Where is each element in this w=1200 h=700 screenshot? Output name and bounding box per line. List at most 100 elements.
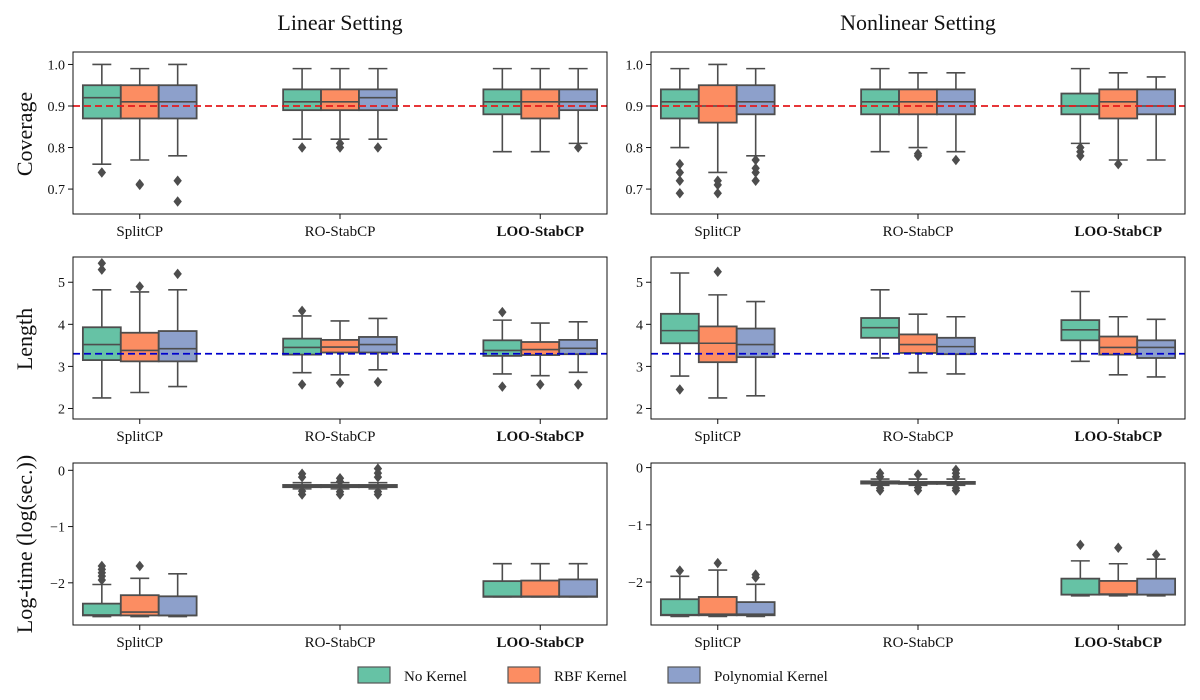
box-no-kernel-loo-stabcp [1060,67,1101,162]
x-tick-label-loo-stabcp: LOO-StabCP [1074,224,1162,240]
box-rbf-kernel-ro-stabcp [898,71,938,162]
outlier-point [675,167,685,178]
y-tick-label: 0.7 [48,183,66,198]
outlier-point [373,471,383,483]
box-no-kernel-splitcp [659,67,700,199]
outlier-point [875,485,885,496]
outlier-point [498,306,507,318]
box-body [735,84,776,116]
x-tick-label-ro-stabcp: RO-StabCP [883,429,954,445]
box-body [1060,92,1101,116]
x-tick-label-ro-stabcp: RO-StabCP [305,429,376,445]
y-tick-label: 4 [58,318,65,333]
legend-label-polynomial-kernel: Polynomial Kernel [714,669,828,685]
box-polynomial-kernel-splitcp [157,268,198,388]
x-tick-label-ro-stabcp: RO-StabCP [305,224,376,240]
outlier-point [573,379,583,390]
box-rbf-kernel-loo-stabcp [1098,315,1139,376]
box-rbf-kernel-splitcp [697,557,738,618]
box-polynomial-kernel-ro-stabcp [358,67,398,153]
box-body [659,312,700,345]
outlier-point [675,565,685,576]
outlier-point [573,142,583,153]
outlier-point [675,384,685,395]
box-body [697,84,738,124]
box-body [659,598,700,617]
x-tick-label-splitcp: SplitCP [694,224,741,240]
panel-linear-setting-log-time-log-sec: −2 −1 0 SplitCP RO-StabCP LOO-StabCP [50,462,608,651]
outlier-point [913,148,923,160]
box-body [157,330,198,363]
y-tick-label: 1.0 [48,58,66,73]
x-tick-label-loo-stabcp: LOO-StabCP [1074,429,1162,445]
box-no-kernel-ro-stabcp [282,305,322,390]
outlier-point [498,381,507,392]
y-tick-label: −2 [628,576,643,591]
outlier-point [97,167,107,178]
box-rbf-kernel-ro-stabcp [320,472,360,500]
outlier-point [335,138,345,149]
box-body [735,601,776,617]
row-label-length: Length [12,308,37,370]
box-no-kernel-ro-stabcp [282,67,322,153]
box-polynomial-kernel-ro-stabcp [358,463,398,500]
outlier-point [913,469,923,480]
y-tick-label: −1 [50,521,65,536]
row-label-log-time: Log-time (log(sec.)) [12,455,37,633]
y-tick-label: 0.8 [48,142,66,157]
box-polynomial-kernel-splitcp [735,569,776,618]
box-polynomial-kernel-loo-stabcp [1136,549,1177,597]
box-body [735,327,776,359]
y-tick-label: 0.7 [626,183,644,198]
box-no-kernel-loo-stabcp [1060,539,1101,597]
x-tick-label-splitcp: SplitCP [116,429,163,445]
x-tick-label-loo-stabcp: LOO-StabCP [496,635,584,651]
outlier-point [135,178,144,190]
y-tick-label: −1 [628,519,643,534]
outlier-point [751,167,760,178]
outlier-point [751,154,760,166]
box-body [1098,580,1139,596]
outlier-point [373,489,383,500]
y-tick-label: −2 [50,577,65,592]
box-rbf-kernel-loo-stabcp [1098,71,1139,170]
x-tick-label-ro-stabcp: RO-StabCP [883,224,954,240]
box-no-kernel-loo-stabcp [1060,290,1101,363]
outlier-point [297,379,307,390]
outlier-point [1076,539,1085,551]
column-title-linear: Linear Setting [277,10,402,35]
outlier-point [713,187,722,199]
box-polynomial-kernel-ro-stabcp [358,317,398,388]
box-no-kernel-splitcp [81,258,122,399]
outlier-point [135,281,144,292]
x-tick-label-loo-stabcp: LOO-StabCP [496,429,584,445]
outlier-point [335,489,345,500]
outlier-point [913,485,923,496]
box-body [320,88,360,112]
panel-nonlinear-setting-coverage: 0.7 0.8 0.9 1.0 SplitCP RO-StabCP LOO-StabCP [626,51,1186,240]
y-tick-label: 5 [58,276,65,291]
outlier-point [297,489,307,500]
x-tick-label-splitcp: SplitCP [694,635,741,651]
x-tick-label-splitcp: SplitCP [116,635,163,651]
x-tick-label-loo-stabcp: LOO-StabCP [1074,635,1162,651]
box-no-kernel-splitcp [81,63,122,178]
box-body [520,579,561,598]
box-no-kernel-splitcp [659,272,700,395]
box-body [81,326,122,361]
outlier-point [1076,150,1085,162]
box-rbf-kernel-loo-stabcp [520,67,561,153]
box-body [282,337,322,356]
box-rbf-kernel-splitcp [119,560,160,618]
box-rbf-kernel-ro-stabcp [320,67,360,153]
outlier-point [97,258,107,269]
box-body [1098,335,1139,356]
box-no-kernel-ro-stabcp [282,468,322,500]
outlier-point [875,471,885,482]
box-rbf-kernel-splitcp [697,266,738,399]
x-tick-label-splitcp: SplitCP [116,224,163,240]
box-body [320,338,360,354]
outlier-point [97,574,107,586]
outlier-point [135,560,144,572]
